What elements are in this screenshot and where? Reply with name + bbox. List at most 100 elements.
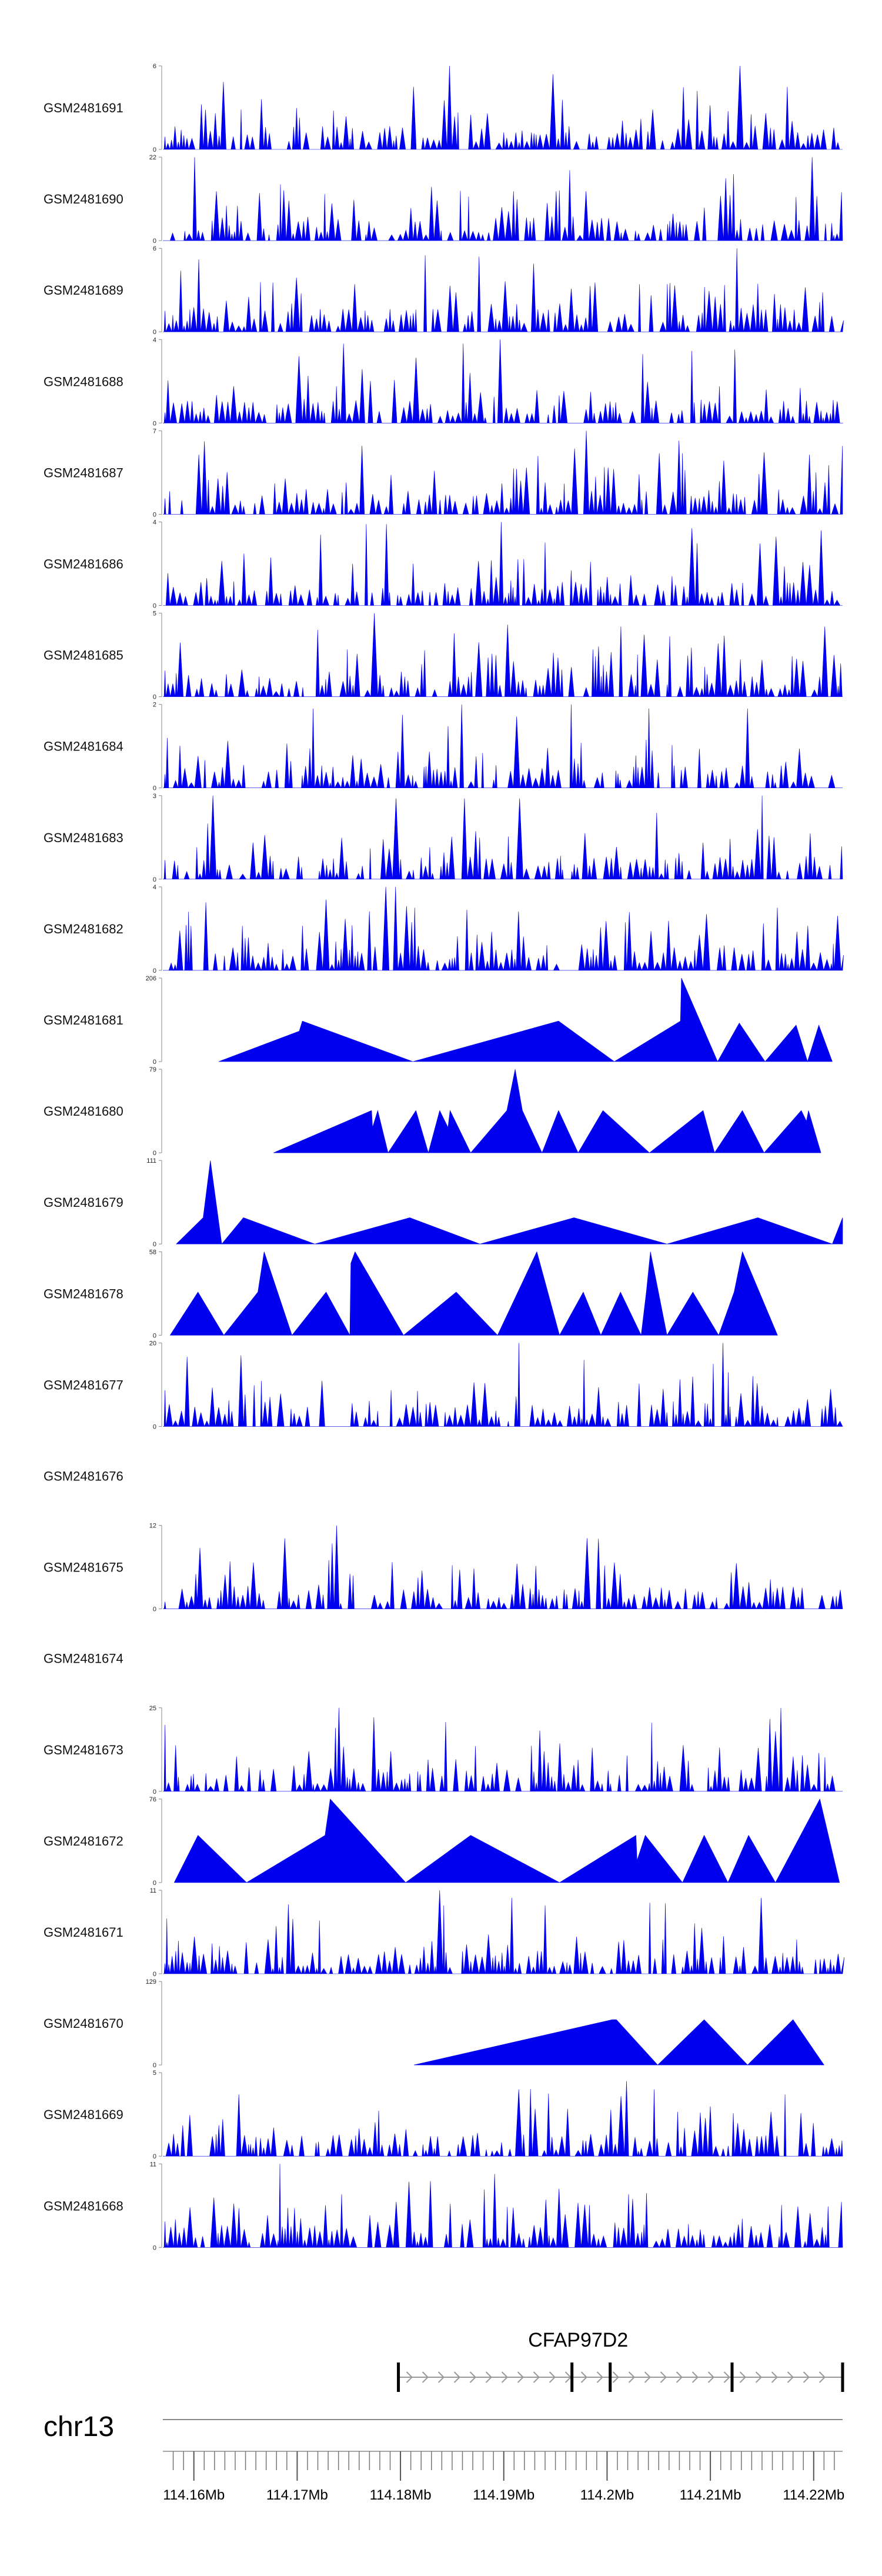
track-GSM2481672: GSM2481672 76 0 bbox=[44, 1796, 840, 1887]
gene-exon-mark bbox=[730, 2363, 734, 2392]
strand-arrow bbox=[723, 2371, 730, 2383]
track-y-axis: 60 bbox=[153, 63, 162, 154]
strand-arrow bbox=[406, 2371, 413, 2383]
track-y-axis: 111 0 bbox=[146, 1157, 162, 1248]
coverage-area bbox=[163, 522, 843, 606]
strand-arrow bbox=[787, 2371, 794, 2383]
y-max-tick-label: 4 bbox=[153, 884, 156, 891]
strand-arrow bbox=[660, 2371, 667, 2383]
y-max-tick-label: 129 bbox=[146, 1978, 156, 1986]
y-max-tick-label: 206 bbox=[146, 975, 156, 982]
track-y-axis: 22 0 bbox=[149, 154, 162, 245]
coverage-area bbox=[163, 1890, 845, 1975]
track-y-axis: 76 0 bbox=[149, 1796, 162, 1887]
coverage-area bbox=[163, 886, 844, 972]
track-label: GSM2481680 bbox=[44, 1104, 123, 1119]
y-max-tick-label: 79 bbox=[149, 1066, 156, 1073]
coverage-area bbox=[163, 795, 843, 880]
track-y-axis: 11 0 bbox=[150, 1887, 162, 1978]
track-GSM2481691: GSM2481691 60 bbox=[44, 63, 843, 154]
track-label: GSM2481674 bbox=[44, 1651, 123, 1666]
track-y-axis: 58 0 bbox=[149, 1249, 162, 1339]
track-y-axis: 70 bbox=[153, 428, 162, 518]
y-min-tick-label: 0 bbox=[153, 2062, 156, 2069]
axis-tick-label: 114.17Mb bbox=[266, 2487, 328, 2503]
track-label: GSM2481679 bbox=[44, 1195, 123, 1210]
y-max-tick-label: 11 bbox=[150, 2161, 156, 2168]
track-label: GSM2481688 bbox=[44, 374, 123, 389]
coverage-area bbox=[163, 2164, 843, 2248]
track-GSM2481679: GSM2481679 111 0 bbox=[44, 1157, 843, 1248]
y-max-tick-label: 5 bbox=[153, 2070, 156, 2077]
track-y-axis: 40 bbox=[153, 519, 162, 610]
track-label: GSM2481669 bbox=[44, 2107, 123, 2122]
axis-tick-label: 114.2Mb bbox=[580, 2487, 634, 2503]
y-min-tick-label: 0 bbox=[153, 1241, 156, 1248]
gene-track: CFAP97D2 bbox=[397, 2329, 844, 2392]
track-GSM2481688: GSM2481688 40 bbox=[44, 336, 843, 427]
track-y-axis: 11 0 bbox=[150, 2161, 162, 2251]
track-label: GSM2481676 bbox=[44, 1469, 123, 1484]
track-label: GSM2481682 bbox=[44, 922, 123, 936]
strand-arrow bbox=[739, 2371, 746, 2383]
y-min-tick-label: 0 bbox=[153, 420, 156, 427]
coverage-area bbox=[163, 339, 843, 424]
coverage-area bbox=[163, 2081, 843, 2157]
y-min-tick-label: 0 bbox=[153, 1971, 156, 1978]
gene-exon-mark bbox=[609, 2363, 612, 2392]
track-y-axis: 40 bbox=[153, 336, 162, 427]
track-y-axis: 40 bbox=[153, 884, 162, 975]
y-min-tick-label: 0 bbox=[153, 1880, 156, 1887]
y-min-tick-label: 0 bbox=[153, 511, 156, 518]
track-GSM2481690: GSM2481690 22 0 bbox=[44, 154, 843, 245]
coverage-area bbox=[169, 1251, 778, 1336]
coverage-area bbox=[163, 704, 843, 789]
strand-arrow bbox=[803, 2371, 810, 2383]
coverage-area bbox=[163, 65, 843, 151]
genome-axis-track: chr13 114.16Mb 114.17Mb 114.18Mb 114.19Mb 11… bbox=[44, 2411, 844, 2503]
y-min-tick-label: 0 bbox=[153, 876, 156, 883]
coverage-area bbox=[173, 1798, 840, 1883]
strand-arrow bbox=[707, 2371, 714, 2383]
strand-arrow bbox=[771, 2371, 778, 2383]
track-label: GSM2481677 bbox=[44, 1377, 123, 1392]
strand-arrow bbox=[691, 2371, 699, 2383]
track-y-axis: 12 0 bbox=[149, 1523, 162, 1613]
strand-arrow bbox=[628, 2371, 635, 2383]
y-min-tick-label: 0 bbox=[153, 1332, 156, 1339]
coverage-area bbox=[413, 2019, 824, 2066]
track-label: GSM2481683 bbox=[44, 830, 123, 845]
track-GSM2481682: GSM2481682 40 bbox=[44, 884, 844, 975]
track-y-axis: 20 0 bbox=[149, 1340, 162, 1430]
strand-arrow bbox=[533, 2371, 540, 2383]
strand-arrow bbox=[453, 2371, 460, 2383]
track-label: GSM2481690 bbox=[44, 192, 123, 206]
y-min-tick-label: 0 bbox=[153, 1606, 156, 1613]
track-y-axis: 79 0 bbox=[149, 1066, 162, 1157]
y-min-tick-label: 0 bbox=[153, 1788, 156, 1796]
y-min-tick-label: 0 bbox=[153, 146, 156, 154]
gene-exon-mark bbox=[841, 2363, 844, 2392]
coverage-area bbox=[163, 431, 843, 515]
track-GSM2481676: GSM2481676 bbox=[44, 1469, 123, 1484]
track-y-axis: 20 bbox=[153, 702, 162, 792]
track-GSM2481675: GSM2481675 12 0 bbox=[44, 1523, 843, 1613]
strand-arrow bbox=[437, 2371, 445, 2383]
strand-arrow bbox=[612, 2371, 619, 2383]
y-max-tick-label: 22 bbox=[149, 154, 156, 161]
y-min-tick-label: 0 bbox=[153, 1423, 156, 1430]
track-label: GSM2481691 bbox=[44, 101, 123, 115]
coverage-area bbox=[176, 1160, 843, 1244]
track-label: GSM2481685 bbox=[44, 648, 123, 663]
strand-arrow bbox=[818, 2371, 826, 2383]
axis-tick-label: 114.21Mb bbox=[680, 2487, 741, 2503]
y-max-tick-label: 25 bbox=[149, 1705, 156, 1712]
gene-name-label: CFAP97D2 bbox=[528, 2329, 628, 2351]
track-label: GSM2481673 bbox=[44, 1743, 123, 1757]
